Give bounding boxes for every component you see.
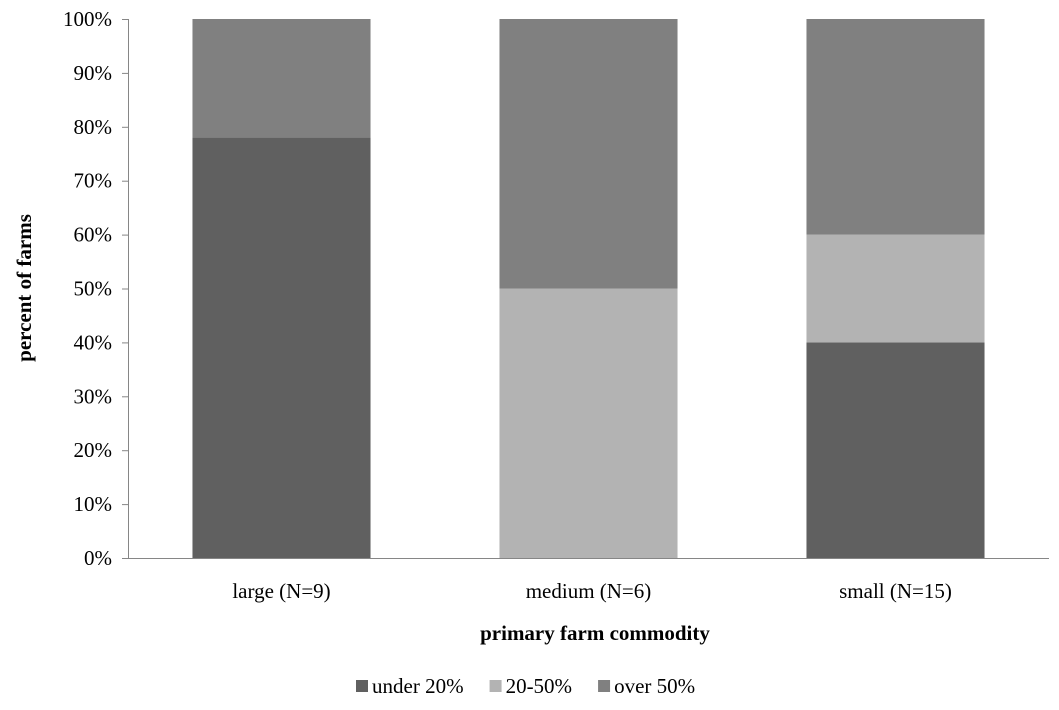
legend-label: under 20% (372, 674, 464, 698)
y-tick-label: 0% (84, 546, 112, 570)
y-tick-label: 30% (74, 384, 113, 408)
legend-swatch (598, 680, 611, 692)
x-category-label: large (N=9) (232, 579, 330, 603)
y-axis-title: percent of farms (12, 214, 36, 362)
legend: under 20% 20-50% over 50% (356, 674, 695, 698)
x-axis-title: primary farm commodity (480, 621, 710, 645)
legend-label: over 50% (614, 674, 695, 698)
bar-segment-2-0 (192, 19, 371, 138)
y-tick-label: 50% (74, 277, 113, 301)
y-axis-ticks: 0% 10% 20% 30% 40% 50% 60% 70% 80% 90% 100% (63, 7, 128, 570)
bar-segment-1-1 (499, 288, 678, 558)
legend-swatch (489, 680, 502, 692)
y-tick-label: 80% (74, 115, 113, 139)
y-tick-label: 10% (74, 492, 113, 516)
bar-segment-0-0 (192, 137, 371, 558)
y-tick-label: 60% (74, 223, 113, 247)
legend-label: 20-50% (506, 674, 573, 698)
bar-segment-2-1 (499, 19, 678, 289)
bar-segment-2-2 (806, 19, 985, 235)
y-tick-label: 100% (63, 7, 112, 31)
y-tick-label: 90% (74, 61, 113, 85)
x-category-label: small (N=15) (839, 579, 952, 603)
x-category-label: medium (N=6) (526, 579, 652, 603)
legend-swatch (356, 680, 368, 692)
category-labels: large (N=9) medium (N=6) small (N=15) (232, 579, 952, 603)
y-tick-label: 40% (74, 330, 113, 354)
bar-segment-1-2 (806, 234, 985, 343)
bar-segment-0-2 (806, 342, 985, 558)
bars (192, 19, 985, 558)
y-tick-label: 70% (74, 169, 113, 193)
y-tick-label: 20% (74, 438, 113, 462)
